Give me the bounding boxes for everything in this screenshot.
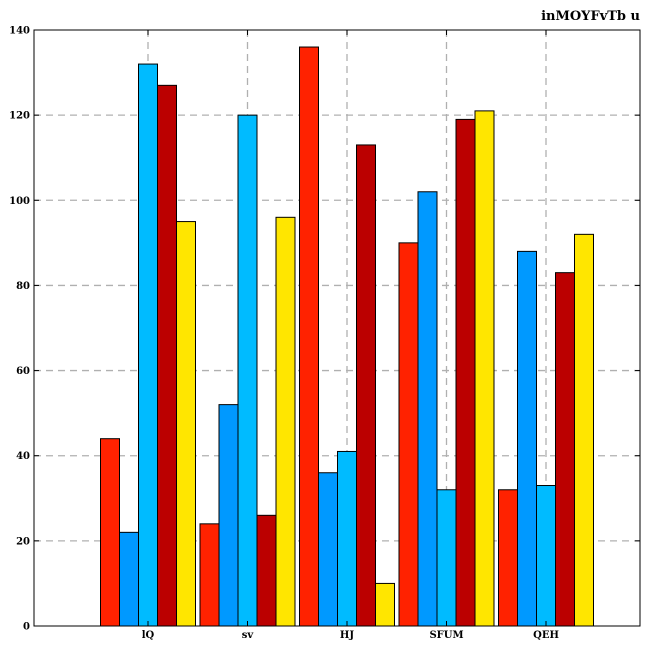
- y-tick-label: 140: [9, 26, 30, 37]
- bar: [256, 514, 277, 627]
- bar: [474, 110, 495, 627]
- bar: [574, 233, 594, 627]
- bar: [536, 485, 556, 627]
- x-tick-label: QEH: [533, 630, 559, 641]
- bar: [455, 118, 476, 627]
- bar: [498, 489, 518, 627]
- y-tick-label: 60: [16, 366, 30, 377]
- bar: [417, 191, 438, 627]
- bar: [337, 450, 357, 627]
- bar: [119, 531, 139, 627]
- bar: [318, 472, 338, 627]
- y-tick-label: 100: [9, 196, 30, 207]
- bar: [517, 250, 537, 627]
- bar: [100, 438, 120, 627]
- bar: [299, 46, 319, 627]
- tick-labels: 0 20 40 60 80 100 120 140 lQ sv HJ SFUM QEH: [9, 26, 559, 642]
- bar: [375, 582, 395, 627]
- bar: [176, 221, 196, 627]
- x-tick-label: lQ: [142, 630, 155, 641]
- x-tick-label: HJ: [340, 630, 354, 641]
- bar: [436, 489, 457, 627]
- y-tick-label: 0: [23, 622, 30, 633]
- x-tick-label: SFUM: [429, 630, 463, 641]
- bar: [398, 242, 419, 627]
- y-tick-label: 120: [9, 111, 30, 122]
- chart-title: inMOYFvTb u: [541, 9, 640, 24]
- x-tick-label: sv: [242, 630, 255, 641]
- bars: [100, 46, 594, 627]
- y-tick-label: 20: [16, 536, 30, 547]
- axis-ticks: [34, 29, 640, 627]
- bar: [138, 63, 158, 627]
- bar: [157, 84, 177, 627]
- bar: [356, 144, 376, 627]
- bar: [218, 404, 239, 627]
- bar: [237, 114, 258, 627]
- y-tick-label: 80: [16, 281, 30, 292]
- plot-frame: [33, 29, 641, 627]
- bar: [275, 216, 296, 627]
- bar: [199, 523, 220, 627]
- y-tick-label: 40: [16, 451, 30, 462]
- bar: [555, 272, 575, 627]
